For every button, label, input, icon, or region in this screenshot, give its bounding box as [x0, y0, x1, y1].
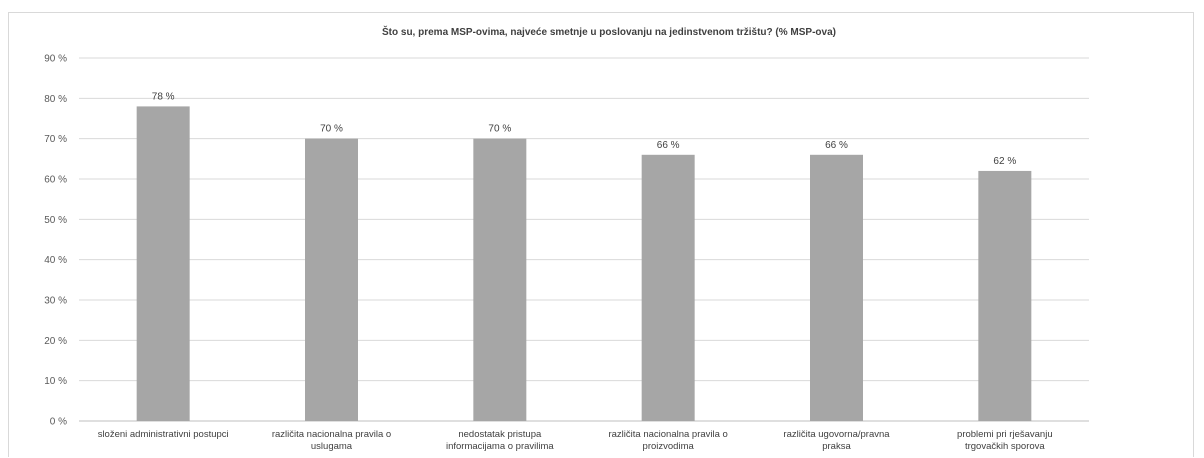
chart-frame: Što su, prema MSP-ovima, najveće smetnje…: [8, 12, 1194, 457]
bar: [473, 138, 527, 421]
bars: [136, 106, 1032, 422]
x-tick-label-line: informacijama o pravilima: [446, 441, 554, 452]
data-label: 70 %: [488, 124, 511, 135]
x-tick-label: nedostatak pristupa informacijama o pravi…: [446, 429, 554, 452]
bar: [305, 138, 358, 421]
x-axis-ticks: složeni administrativni postupci različit…: [98, 429, 1053, 452]
y-tick-label: 0 %: [50, 417, 67, 428]
y-tick-label: 30 %: [44, 296, 67, 307]
y-tick-label: 50 %: [44, 215, 67, 226]
x-tick-label-line: trgovačkih sporova: [965, 441, 1045, 452]
bar: [641, 154, 695, 422]
y-tick-label: 20 %: [44, 336, 67, 347]
x-tick-label-line: problemi pri rješavanju: [957, 429, 1053, 440]
x-tick-label-line: različita nacionalna pravila o: [608, 429, 727, 440]
data-label: 66 %: [657, 140, 680, 151]
x-tick-label-line: praksa: [822, 441, 851, 452]
bar: [978, 170, 1032, 421]
y-tick-label: 90 %: [44, 54, 67, 65]
x-tick-label-line: nedostatak pristupa: [458, 429, 542, 440]
data-label: 66 %: [825, 140, 848, 151]
y-tick-label: 60 %: [44, 175, 67, 186]
data-labels: 78 % 70 % 70 % 66 % 66 % 62 %: [152, 91, 1017, 167]
x-tick-label-line: različita nacionalna pravila o: [272, 429, 391, 440]
x-tick-label: složeni administrativni postupci: [98, 429, 229, 440]
x-tick-label: problemi pri rješavanju trgovačkih sporov…: [957, 429, 1053, 452]
x-tick-label-line: uslugama: [311, 441, 353, 452]
x-tick-label: različita ugovorna/pravna praksa: [783, 429, 890, 452]
chart-title: Što su, prema MSP-ovima, najveće smetnje…: [382, 25, 836, 38]
x-tick-label: različita nacionalna pravila o proizvodim…: [608, 429, 727, 452]
x-tick-label-line: različita ugovorna/pravna: [783, 429, 890, 440]
x-tick-label-line: složeni administrativni postupci: [98, 429, 229, 440]
x-tick-label: različita nacionalna pravila o uslugama: [272, 429, 391, 452]
data-label: 78 %: [152, 91, 175, 102]
bar: [136, 106, 190, 422]
y-tick-label: 80 %: [44, 94, 67, 105]
y-tick-label: 10 %: [44, 376, 67, 387]
y-axis-ticks: 0 % 10 % 20 % 30 % 40 % 50 % 60 % 70 % 80 % 90 %: [44, 54, 67, 428]
bar-chart: Što su, prema MSP-ovima, najveće smetnje…: [44, 25, 1089, 452]
x-tick-label-line: proizvodima: [643, 441, 695, 452]
gridlines: [79, 57, 1089, 422]
y-tick-label: 40 %: [44, 255, 67, 266]
data-label: 70 %: [320, 124, 343, 135]
bar: [810, 154, 863, 422]
y-tick-label: 70 %: [44, 134, 67, 145]
data-label: 62 %: [993, 156, 1016, 167]
